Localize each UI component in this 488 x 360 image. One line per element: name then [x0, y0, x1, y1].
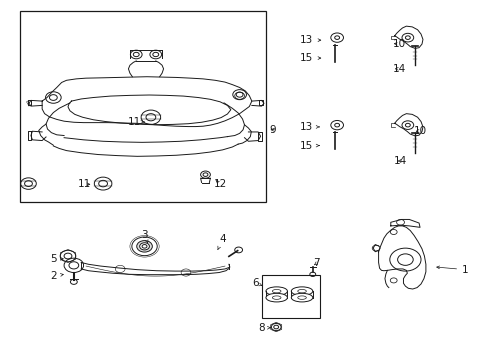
Text: 1: 1: [436, 265, 468, 275]
Text: 11: 11: [78, 179, 91, 189]
Text: 14: 14: [392, 64, 406, 74]
Bar: [20, 12, 266, 202]
Text: 3: 3: [141, 230, 148, 243]
Text: 8: 8: [258, 323, 270, 333]
Ellipse shape: [265, 293, 287, 302]
Text: 9: 9: [268, 125, 275, 135]
Text: 13: 13: [300, 35, 320, 45]
Text: 2: 2: [50, 271, 63, 281]
Circle shape: [140, 243, 149, 250]
Ellipse shape: [291, 293, 312, 302]
Text: 6: 6: [251, 278, 261, 288]
Bar: [261, 275, 320, 318]
Text: 13: 13: [300, 122, 319, 132]
Text: 7: 7: [313, 258, 319, 268]
Text: 15: 15: [300, 53, 320, 63]
Text: 15: 15: [300, 140, 319, 150]
Text: 10: 10: [413, 126, 426, 136]
Text: 4: 4: [218, 234, 225, 249]
Circle shape: [137, 240, 152, 252]
Text: 5: 5: [50, 254, 63, 264]
Text: 12: 12: [213, 179, 226, 189]
Text: 10: 10: [392, 39, 406, 49]
Text: 11: 11: [128, 117, 144, 127]
Text: 14: 14: [393, 156, 407, 166]
